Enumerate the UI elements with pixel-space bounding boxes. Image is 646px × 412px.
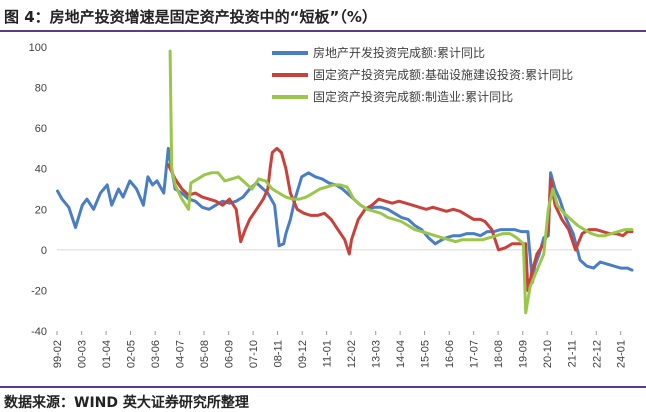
x-tick-label: 19-09 bbox=[518, 340, 530, 368]
x-tick-label: 15-05 bbox=[420, 340, 432, 368]
plot-area bbox=[56, 49, 634, 315]
x-tick-label: 99-02 bbox=[52, 340, 64, 368]
x-tick-label: 05-08 bbox=[199, 340, 211, 368]
x-tick-label: 18-08 bbox=[493, 340, 505, 368]
legend-label-infrastructure: 固定资产投资完成额:基础设施建设投资:累计同比 bbox=[313, 67, 573, 82]
x-tick-label: 24-01 bbox=[616, 340, 628, 368]
x-tick-label: 16-06 bbox=[444, 340, 456, 368]
legend: 房地产开发投资完成额:累计同比 固定资产投资完成额:基础设施建设投资:累计同比 … bbox=[272, 45, 573, 104]
x-tick-label: 22-12 bbox=[591, 340, 603, 368]
x-tick-label: 00-03 bbox=[77, 340, 89, 368]
y-tick-label: 0 bbox=[41, 245, 47, 257]
x-tick-label: 21-11 bbox=[567, 340, 579, 367]
title-rule bbox=[0, 30, 646, 32]
legend-label-manufacturing: 固定资产投资完成额:制造业:累计同比 bbox=[313, 89, 513, 104]
y-tick-label: -20 bbox=[31, 285, 47, 297]
series-line-1 bbox=[166, 146, 634, 292]
x-tick-label: 02-05 bbox=[126, 340, 138, 368]
x-tick-label: 07-10 bbox=[248, 340, 260, 368]
x-tick-label: 04-07 bbox=[175, 340, 187, 368]
y-tick-label: 80 bbox=[35, 83, 47, 95]
x-tick-label: 03-06 bbox=[150, 340, 162, 368]
series-line-0 bbox=[56, 146, 634, 284]
y-tick-label: 40 bbox=[35, 164, 47, 176]
source-note: 数据来源：WIND 英大证券研究所整理 bbox=[4, 395, 249, 411]
y-axis: 100 80 60 40 20 0 -20 -40 bbox=[29, 42, 47, 338]
y-tick-label: 20 bbox=[35, 204, 47, 216]
x-tick-label: 09-12 bbox=[297, 340, 309, 368]
x-axis: 99-02 00-03 01-04 02-05 03-06 04-07 05-08 06-09… bbox=[52, 331, 628, 368]
x-tick-label: 13-03 bbox=[371, 340, 383, 368]
series-line-2 bbox=[168, 49, 634, 315]
x-tick-label: 01-04 bbox=[101, 340, 113, 368]
y-tick-label: 100 bbox=[29, 42, 47, 54]
x-tick-label: 08-11 bbox=[273, 340, 285, 367]
figure-title: 图 4：房地产投资增速是固定资产投资中的“短板”（%） bbox=[4, 8, 377, 26]
legend-label-real-estate: 房地产开发投资完成额:累计同比 bbox=[313, 45, 485, 60]
x-tick-label: 06-09 bbox=[224, 340, 236, 368]
y-tick-label: -40 bbox=[31, 326, 47, 338]
x-tick-label: 20-10 bbox=[542, 340, 554, 368]
x-tick-label: 14-04 bbox=[395, 340, 407, 368]
source-rule bbox=[0, 386, 646, 388]
y-tick-label: 60 bbox=[35, 123, 47, 135]
x-tick-label: 12-02 bbox=[346, 340, 358, 368]
x-tick-label: 17-07 bbox=[469, 340, 481, 368]
x-tick-label: 11-01 bbox=[322, 340, 334, 367]
line-chart: 100 80 60 40 20 0 -20 -40 99-02 00-03 01-04 02-05 0… bbox=[29, 42, 634, 368]
